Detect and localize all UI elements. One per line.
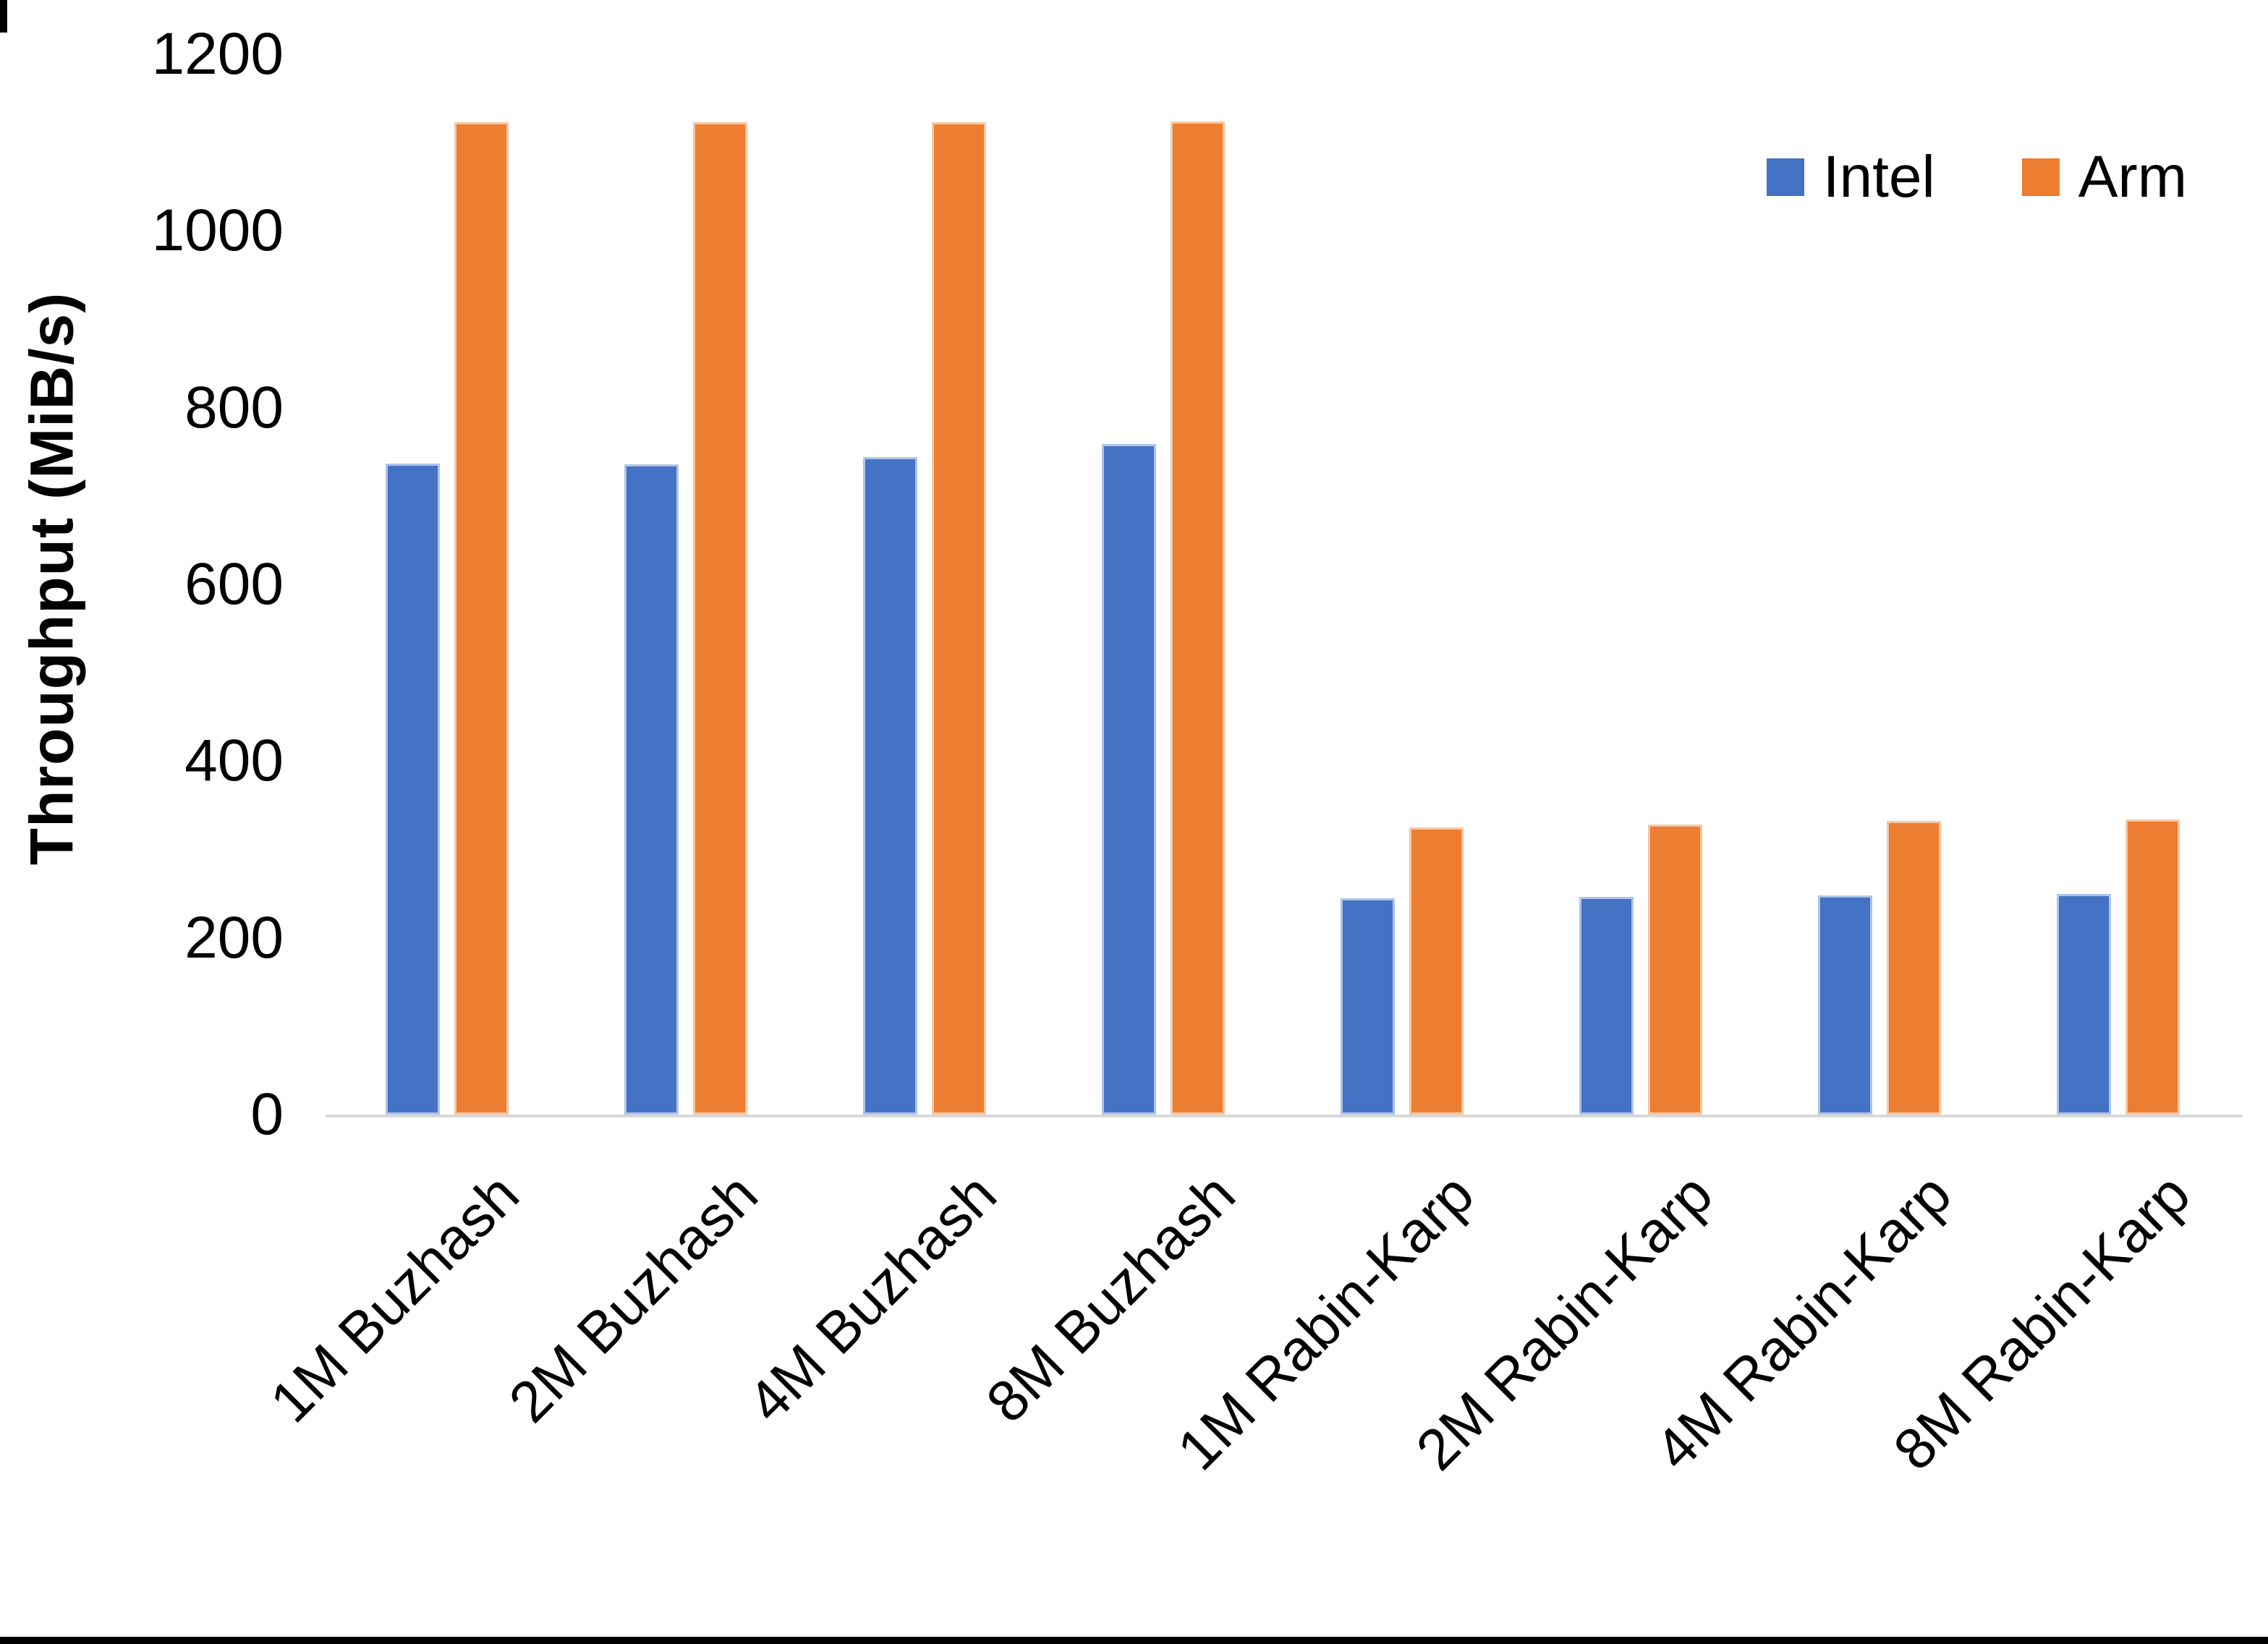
x-axis-label-1m-rabin-karp: 1M Rabin-Karp: [1165, 1161, 1486, 1483]
bar-intel-8m-rabin-karp: [2057, 894, 2111, 1115]
corner-mark: [0, 0, 7, 33]
arm-swatch-icon: [2021, 158, 2060, 196]
x-axis-label-4m-buzhash: 4M Buzhash: [735, 1161, 1008, 1435]
y-tick-label-1200: 1200: [151, 21, 284, 87]
bar-arm-4m-buzhash: [932, 122, 986, 1115]
bar-arm-8m-buzhash: [1171, 122, 1225, 1115]
y-tick-label-400: 400: [184, 728, 284, 794]
y-tick-label-1000: 1000: [151, 197, 284, 264]
bar-arm-8m-rabin-karp: [2125, 819, 2180, 1115]
bar-intel-8m-buzhash: [1102, 444, 1156, 1115]
x-axis-label-2m-buzhash: 2M Buzhash: [496, 1161, 770, 1435]
bottom-border: [0, 1637, 2268, 1644]
bar-intel-4m-rabin-karp: [1818, 895, 1872, 1115]
x-axis-label-1m-buzhash: 1M Buzhash: [258, 1161, 531, 1435]
legend: Intel Arm: [1766, 144, 2187, 210]
bar-arm-2m-buzhash: [693, 122, 747, 1115]
legend-label-arm: Arm: [2078, 144, 2187, 210]
bar-intel-4m-buzhash: [863, 457, 917, 1115]
bar-intel-2m-rabin-karp: [1579, 897, 1634, 1115]
bar-intel-2m-buzhash: [624, 464, 679, 1115]
y-tick-label-600: 600: [184, 551, 284, 617]
bar-arm-1m-rabin-karp: [1409, 827, 1464, 1115]
legend-item-intel: Intel: [1766, 144, 1935, 210]
x-axis-line: [326, 1115, 2243, 1117]
x-axis-label-2m-rabin-karp: 2M Rabin-Karp: [1403, 1161, 1725, 1483]
y-tick-label-800: 800: [184, 374, 284, 440]
legend-label-intel: Intel: [1822, 144, 1935, 210]
bar-arm-1m-buzhash: [454, 122, 509, 1115]
y-tick-label-200: 200: [184, 904, 284, 971]
y-tick-label-0: 0: [250, 1081, 284, 1147]
bar-intel-1m-buzhash: [386, 464, 440, 1115]
bar-arm-2m-rabin-karp: [1648, 825, 1702, 1115]
x-axis-label-8m-rabin-karp: 8M Rabin-Karp: [1881, 1161, 2202, 1483]
legend-item-arm: Arm: [2021, 144, 2187, 210]
x-axis-label-4m-rabin-karp: 4M Rabin-Karp: [1642, 1161, 1963, 1483]
y-axis-title: Throughput (MiB/s): [17, 291, 86, 866]
x-axis-label-8m-buzhash: 8M Buzhash: [974, 1161, 1247, 1435]
bar-arm-4m-rabin-karp: [1887, 821, 1941, 1115]
intel-swatch-icon: [1766, 158, 1804, 196]
bar-intel-1m-rabin-karp: [1341, 898, 1395, 1115]
